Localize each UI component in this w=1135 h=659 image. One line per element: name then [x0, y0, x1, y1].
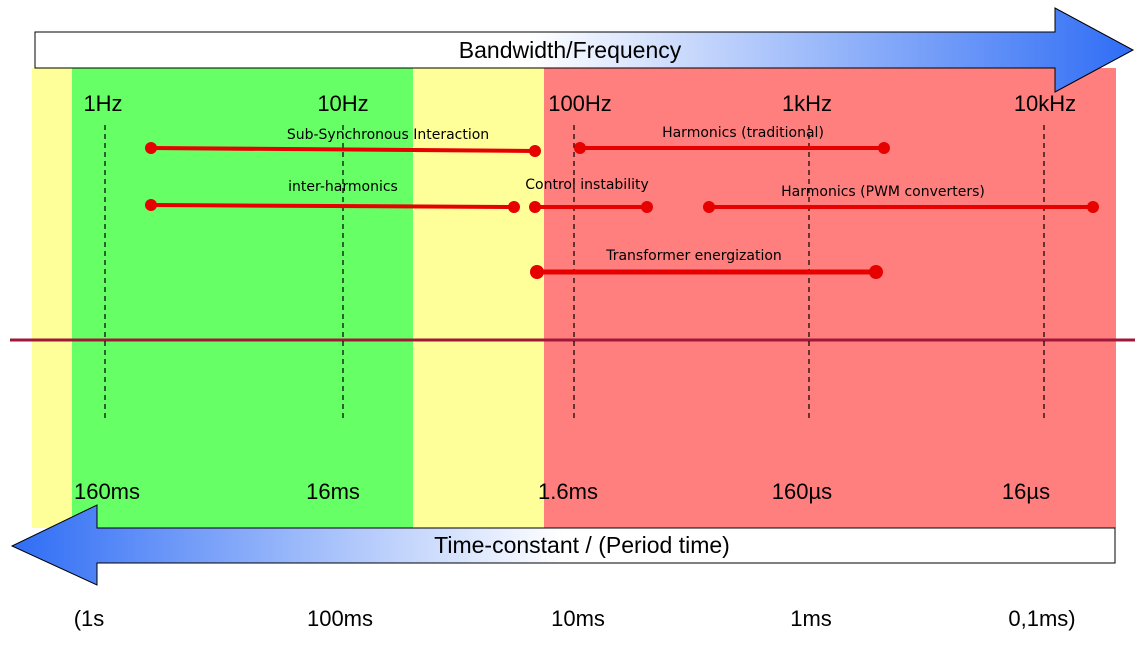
time-constant-title: Time-constant / (Period time): [434, 532, 730, 558]
green-band: [72, 68, 413, 528]
time-constant-label-1-6ms: 1.6ms: [538, 479, 598, 504]
yellow-band-middle: [413, 68, 544, 528]
time-constant-label-160us: 160µs: [772, 479, 832, 504]
range-end-dot: [1087, 201, 1099, 213]
bandwidth-frequency-title: Bandwidth/Frequency: [459, 37, 682, 63]
period-label-1s: (1s: [74, 606, 105, 631]
range-harmonics-traditional: Harmonics (traditional): [574, 125, 890, 154]
time-constant-label-16us: 16µs: [1002, 479, 1050, 504]
range-label-harmonics-traditional: Harmonics (traditional): [662, 125, 824, 141]
range-end-dot: [529, 145, 541, 157]
frequency-label-10khz: 10kHz: [1014, 91, 1076, 116]
range-control-instability: Control instability: [525, 177, 653, 213]
frequency-label-1khz: 1kHz: [782, 91, 832, 116]
range-start-dot: [574, 142, 586, 154]
range-start-dot: [529, 201, 541, 213]
range-start-dot: [703, 201, 715, 213]
red-band: [544, 68, 1116, 528]
range-line: [150, 146, 536, 153]
range-label-inter-harmonics: inter-harmonics: [288, 179, 398, 195]
period-label-1ms: 1ms: [790, 606, 832, 631]
range-label-sub-synchronous-interaction: Sub-Synchronous Interaction: [287, 127, 489, 143]
range-label-transformer-energization: Transformer energization: [605, 248, 782, 264]
time-constant-arrow: [10, 504, 1116, 586]
time-constant-label-16ms: 16ms: [306, 479, 360, 504]
range-label-control-instability: Control instability: [525, 177, 649, 193]
range-end-dot: [508, 201, 520, 213]
range-transformer-energization: Transformer energization: [530, 248, 883, 279]
frequency-label-100hz: 100Hz: [548, 91, 612, 116]
time-constant-label-160ms: 160ms: [74, 479, 140, 504]
frequency-label-1hz: 1Hz: [83, 91, 122, 116]
range-start-dot: [145, 142, 157, 154]
period-label-10ms: 10ms: [551, 606, 605, 631]
range-end-dot: [641, 201, 653, 213]
range-end-dot: [878, 142, 890, 154]
range-inter-harmonics: inter-harmonics: [145, 179, 520, 213]
range-harmonics-pwm-converters: Harmonics (PWM converters): [703, 184, 1099, 213]
range-start-dot: [530, 265, 544, 279]
range-end-dot: [869, 265, 883, 279]
bandwidth-frequency-arrow: [34, 7, 1135, 93]
range-sub-synchronous-interaction: Sub-Synchronous Interaction: [145, 127, 541, 157]
range-label-harmonics-pwm-converters: Harmonics (PWM converters): [781, 184, 985, 200]
frequency-label-10hz: 10Hz: [317, 91, 368, 116]
range-start-dot: [145, 199, 157, 211]
period-label-100ms: 100ms: [307, 606, 373, 631]
range-line: [150, 203, 515, 209]
period-label-0-1ms: 0,1ms): [1008, 606, 1075, 631]
yellow-band-left: [32, 68, 72, 528]
